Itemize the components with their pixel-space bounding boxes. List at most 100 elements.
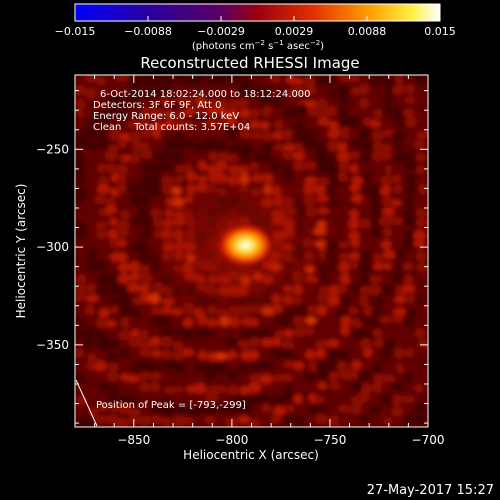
heatmap-speckle [391,132,406,141]
heatmap-speckle [117,261,130,274]
heatmap-speckle [229,143,241,154]
heatmap-speckle [326,140,340,153]
heatmap-speckle [192,404,207,415]
heatmap-speckle [379,315,393,324]
heatmap-speckle [115,251,128,262]
heatmap-speckle [215,105,227,116]
heatmap-speckle [149,173,162,185]
heatmap-speckle [415,250,427,262]
heatmap-speckle [260,359,272,370]
heatmap-speckle [116,183,127,194]
heatmap-speckle [260,351,272,362]
annotation-clean-counts: Clean Total counts: 3.57E+04 [93,122,250,133]
heatmap-speckle [414,176,428,186]
heatmap-speckle [406,131,419,142]
heatmap-speckle [391,85,405,96]
heatmap-speckle [260,75,273,87]
heatmap-speckle [75,293,86,303]
heatmap-speckle [382,206,395,217]
heatmap-speckle [346,415,361,427]
heatmap-speckle [238,108,252,119]
heatmap-speckle [391,405,405,418]
heatmap-speckle [336,308,349,319]
heatmap-speckle [151,121,165,130]
heatmap-speckle [214,351,228,361]
chart-title: Reconstructed RHESSI Image [140,54,359,72]
heatmap-speckle [337,404,352,413]
heatmap-speckle [337,141,348,153]
heatmap-speckle [317,371,330,381]
heatmap-speckle [75,138,87,149]
heatmap-speckle [402,239,415,249]
heatmap-speckle [129,131,141,144]
heatmap-speckle [107,281,120,293]
heatmap-speckle [272,405,287,417]
heatmap-speckle [84,325,95,337]
heatmap-speckle [139,347,153,358]
heatmap-speckle [315,77,326,86]
heatmap-speckle [402,253,415,262]
heatmap-speckle [369,392,383,404]
heatmap-speckle [93,95,107,107]
heatmap-speckle [402,413,417,424]
heatmap-speckle [75,85,87,96]
heatmap-speckle [142,87,154,98]
heatmap-speckle [85,282,97,293]
heatmap-speckle [148,141,163,152]
heatmap-speckle [317,87,330,97]
heatmap-speckle [174,75,188,85]
heatmap-speckle [379,406,394,418]
heatmap-speckle [413,384,425,393]
heatmap-speckle [75,285,87,295]
annotation-block: 6-Oct-2014 18:02:24.000 to 18:12:24.000 … [93,89,311,133]
heatmap-speckle [370,196,381,206]
heatmap-speckle [195,395,207,408]
footer-timestamp: 27-May-2017 15:27 [367,483,494,498]
heatmap-speckle [338,350,350,361]
heatmap-speckle [75,317,86,327]
heatmap-speckle [371,173,382,183]
heatmap-speckle [214,141,227,151]
y-tick-label: −300 [36,240,69,254]
heatmap-speckle [227,116,238,127]
peak-position-label: Position of Peak = [-793,-299] [96,400,246,411]
heatmap-speckle [108,362,120,372]
heatmap-speckle [383,296,397,307]
heatmap-speckle [84,304,96,316]
heatmap-speckle [115,75,130,82]
heatmap-speckle [358,274,370,285]
heatmap-speckle [359,75,370,83]
heatmap-speckle [151,349,163,358]
heatmap-speckle [381,361,396,372]
heatmap-speckle [391,416,404,426]
heatmap-speckle [325,326,337,339]
heatmap-speckle [403,382,417,392]
heatmap-speckle [415,152,427,162]
heatmap-speckle [269,97,282,107]
heatmap-speckle [413,229,427,241]
heatmap-speckle [402,337,414,350]
heatmap-speckle [338,161,349,172]
heatmap-speckle [225,127,239,139]
heatmap-speckle [283,359,295,370]
heatmap-speckle [85,248,98,261]
heatmap-speckle [162,360,175,370]
heatmap-speckle [140,151,154,160]
heatmap-speckle [306,116,319,129]
heatmap-speckle [238,97,250,109]
heatmap-speckle [87,117,100,128]
heatmap-speckle [380,75,395,87]
heatmap-speckle [296,402,309,415]
heatmap-speckle [219,75,231,85]
heatmap-speckle [304,372,316,381]
heatmap-speckle [151,393,165,403]
heatmap-speckle [117,286,129,297]
heatmap-speckle [116,163,129,176]
heatmap-speckle [358,415,371,424]
heatmap-speckle [326,338,340,348]
heatmap-speckle [172,340,186,352]
heatmap-speckle [283,348,295,360]
heatmap-speckle [401,284,416,295]
heatmap-speckle [115,417,129,427]
heatmap-speckle [374,296,385,305]
